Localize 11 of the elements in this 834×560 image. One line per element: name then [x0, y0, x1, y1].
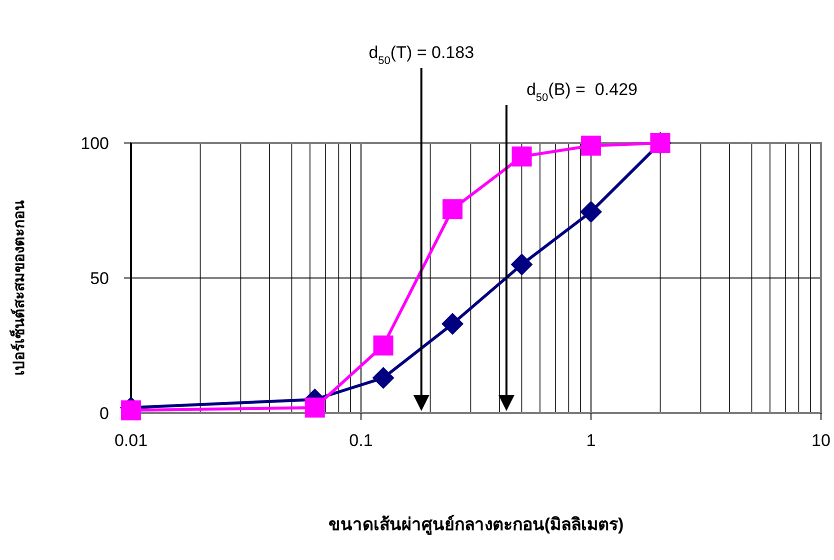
y-tick-label: 50 [90, 269, 109, 288]
y-axis-title: เปอร์เซ็นต์สะสมของตะกอน [9, 200, 28, 376]
x-axis-title: ขนาดเส้นผ่าศูนย์กลางตะกอน(มิลลิเมตร) [328, 514, 624, 536]
x-tick-label: 1 [586, 431, 596, 450]
y-tick-label: 0 [100, 404, 109, 423]
x-tick-label: 10 [812, 431, 830, 450]
x-tick-label: 0.01 [114, 431, 148, 450]
x-tick-label: 0.1 [349, 431, 373, 450]
ref-line-label: d$_{50}$(B) = 0.429 [526, 80, 638, 104]
ref-line-label: d$_{50}$(T) = 0.183 [368, 43, 474, 67]
y-tick-label: 100 [80, 134, 109, 153]
